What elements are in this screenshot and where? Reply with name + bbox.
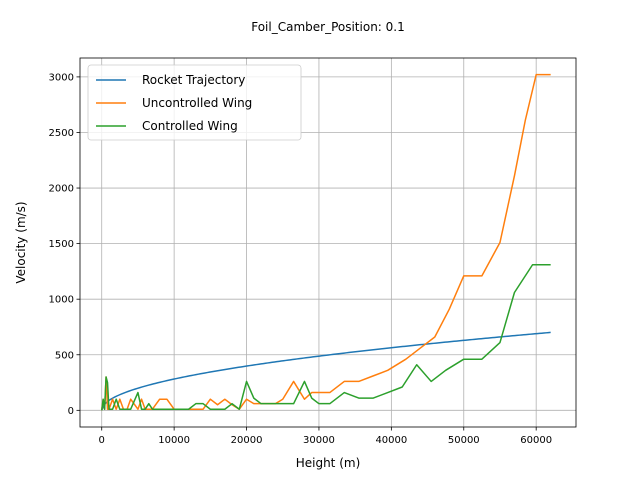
x-axis-label: Height (m) xyxy=(296,456,361,470)
y-tick-label: 0 xyxy=(68,406,74,417)
x-tick-label: 60000 xyxy=(520,435,552,446)
y-axis-label: Velocity (m/s) xyxy=(14,201,28,283)
legend-label-uncontrolled-wing: Uncontrolled Wing xyxy=(142,96,252,110)
y-tick-label: 2500 xyxy=(49,128,74,139)
legend-box xyxy=(87,64,302,141)
plot-frame xyxy=(79,57,577,428)
y-tick-label: 2000 xyxy=(49,184,74,195)
x-tick-label: 50000 xyxy=(448,435,480,446)
x-tick-label: 40000 xyxy=(375,435,407,446)
x-tick-label: 20000 xyxy=(231,435,263,446)
ticks: 0 10000 20000 30000 40000 50000 60000 0 500 1000 1… xyxy=(49,72,553,446)
legend-label-rocket-trajectory: Rocket Trajectory xyxy=(142,73,245,87)
y-tick-label: 3000 xyxy=(49,72,74,83)
y-tick-label: 500 xyxy=(55,350,74,361)
series-line-controlled-wing xyxy=(100,263,551,411)
x-tick-label: 10000 xyxy=(158,435,190,446)
x-tick-label: 30000 xyxy=(303,435,335,446)
y-tick-label: 1500 xyxy=(49,239,74,250)
series-line-rocket-trajectory xyxy=(101,331,551,411)
y-tick-label: 1000 xyxy=(49,295,74,306)
legend-label-controlled-wing: Controlled Wing xyxy=(142,119,238,133)
x-tick-label: 0 xyxy=(99,435,105,446)
legend: Rocket Trajectory Uncontrolled Wing Cont… xyxy=(87,64,302,141)
series-group xyxy=(100,73,551,411)
chart-title: Foil_Camber_Position: 0.1 xyxy=(251,20,405,34)
